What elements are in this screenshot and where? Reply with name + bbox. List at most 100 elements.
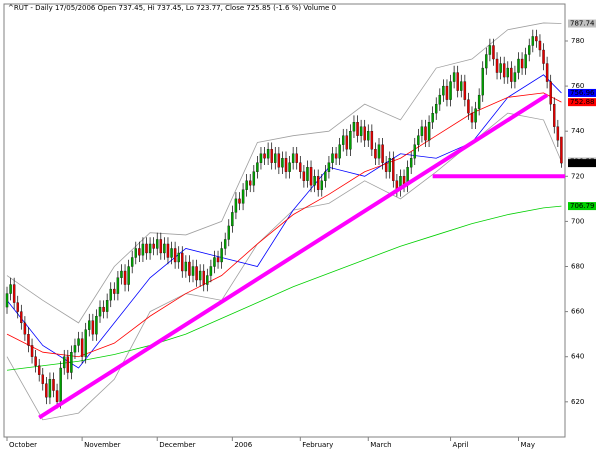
candle-body xyxy=(266,149,270,159)
value-tag-label: 725.85 xyxy=(570,159,595,167)
candle-body xyxy=(263,153,266,159)
candle-body xyxy=(91,320,95,335)
candle-body xyxy=(370,131,374,150)
candle-body xyxy=(313,176,316,186)
y-tick-label: 780 xyxy=(571,37,584,45)
candle-body xyxy=(467,99,470,114)
y-tick-label: 680 xyxy=(571,263,584,271)
candle-body xyxy=(195,266,198,281)
candle-body xyxy=(485,54,488,69)
candle-body xyxy=(488,45,492,55)
candle-body xyxy=(449,81,452,100)
chart-title: ^RUT - Daily 17/05/2006 Open 737.45, Hi … xyxy=(8,4,336,12)
candle-body xyxy=(445,85,449,100)
value-tag-label: 787.74 xyxy=(570,20,595,28)
candle-body xyxy=(452,72,456,82)
candle-body xyxy=(463,81,467,100)
candle-body xyxy=(345,135,349,150)
candle-body xyxy=(456,72,459,91)
candle-body xyxy=(163,243,166,254)
candle-body xyxy=(63,356,66,369)
candle-body xyxy=(249,180,252,186)
candle-body xyxy=(302,171,306,181)
candle-body xyxy=(191,266,195,276)
candle-body xyxy=(148,243,152,254)
candle-body xyxy=(535,36,538,42)
candle-body xyxy=(474,108,477,123)
candle-body xyxy=(420,126,424,136)
candle-body xyxy=(88,320,91,330)
candle-body xyxy=(45,383,48,398)
candle-body xyxy=(123,270,127,285)
candle-body xyxy=(141,243,145,256)
candle-body xyxy=(127,266,130,285)
value-tag-label: 756.96 xyxy=(570,89,595,97)
candle-body xyxy=(16,302,19,312)
candle-body xyxy=(70,352,73,373)
candle-body xyxy=(316,176,320,190)
candle-body xyxy=(356,122,359,136)
candle-body xyxy=(184,261,188,272)
candle-body xyxy=(520,58,524,69)
candle-body xyxy=(105,300,109,312)
candle-body xyxy=(374,149,377,159)
candle-body xyxy=(177,252,180,263)
candle-body xyxy=(238,198,241,204)
y-tick-label: 700 xyxy=(571,217,584,225)
candle-body xyxy=(209,266,213,276)
candle-body xyxy=(145,243,148,254)
candle-body xyxy=(95,315,98,335)
candle-body xyxy=(359,126,363,136)
candle-body xyxy=(109,288,112,301)
candle-body xyxy=(80,338,84,357)
y-tick-label: 640 xyxy=(571,353,584,361)
value-tag xyxy=(568,159,596,168)
candle-body xyxy=(431,113,434,123)
x-tick-label: 2006 xyxy=(234,441,252,449)
candle-body xyxy=(502,63,506,78)
indicator-line xyxy=(6,205,562,371)
candle-body xyxy=(560,136,563,164)
candle-body xyxy=(327,162,331,172)
value-tag xyxy=(568,98,596,107)
candle-body xyxy=(73,345,77,353)
candle-body xyxy=(413,144,416,159)
y-tick-label: 720 xyxy=(571,172,584,180)
candle-body xyxy=(41,374,44,384)
candle-body xyxy=(553,103,556,127)
indicator-line xyxy=(6,74,562,369)
candle-body xyxy=(367,131,370,141)
candle-body xyxy=(517,58,520,73)
value-tag-label: 706.79 xyxy=(570,202,595,210)
candle-body xyxy=(477,94,481,109)
candle-body xyxy=(170,248,173,258)
candle-body xyxy=(513,72,517,82)
candle-body xyxy=(259,153,263,163)
candle-body xyxy=(52,379,55,391)
candle-body xyxy=(48,379,52,398)
candle-body xyxy=(424,126,427,141)
candle-body xyxy=(5,293,9,308)
candle-body xyxy=(202,270,205,285)
candle-body xyxy=(37,365,41,375)
candle-body xyxy=(231,212,234,227)
candle-body xyxy=(216,257,220,263)
candle-body xyxy=(281,158,284,168)
candle-body xyxy=(545,63,549,82)
candle-body xyxy=(220,248,223,263)
candle-body xyxy=(392,158,395,181)
candle-body xyxy=(34,356,37,366)
y-tick-label: 660 xyxy=(571,308,584,316)
candle-body xyxy=(66,356,70,373)
candle-body xyxy=(442,85,445,96)
candle-body xyxy=(234,198,238,213)
value-tag xyxy=(568,88,596,97)
x-tick-label: May xyxy=(521,441,535,449)
candle-body xyxy=(499,63,502,73)
value-tag xyxy=(568,202,596,211)
candle-body xyxy=(542,49,545,64)
value-tag-label: 752.88 xyxy=(570,98,595,106)
candle-body xyxy=(320,180,323,190)
value-tag xyxy=(568,19,596,28)
